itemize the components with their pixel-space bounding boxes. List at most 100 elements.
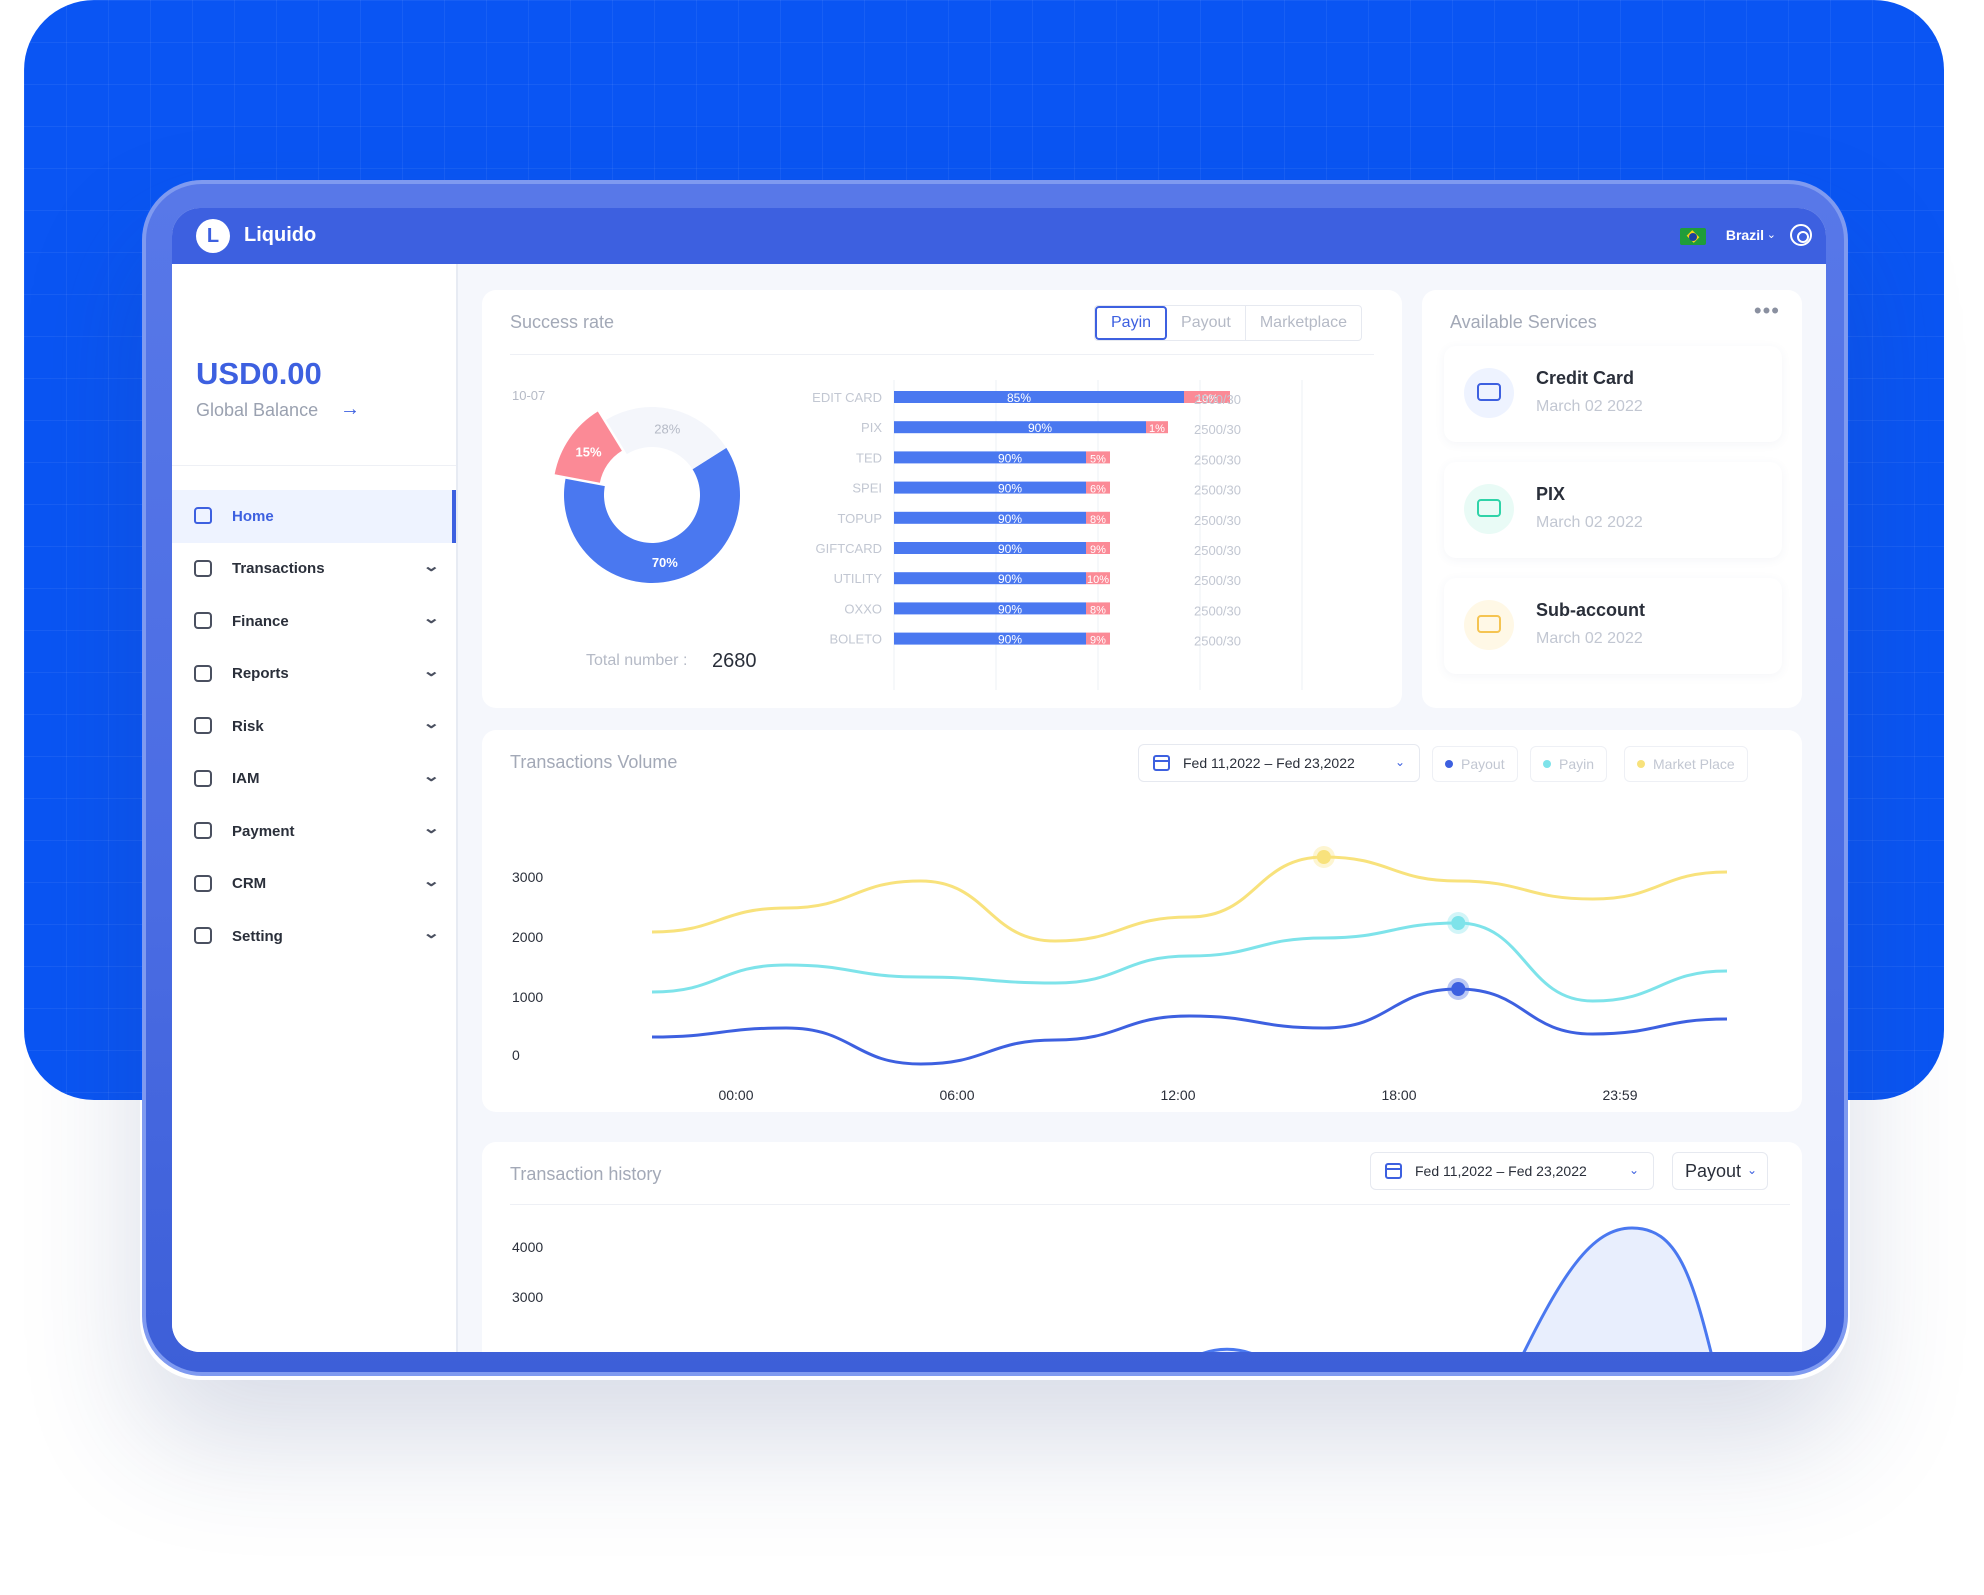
sidebar-item-iam[interactable]: IAM ⌄ bbox=[172, 753, 456, 806]
bar-value-label: 9% bbox=[1090, 544, 1106, 556]
country-selector[interactable]: Brazil bbox=[1725, 227, 1764, 243]
series-line[interactable] bbox=[651, 855, 1728, 943]
x-tick-label: 12:00 bbox=[1160, 1087, 1195, 1103]
global-balance-value: USD0.00 bbox=[196, 356, 322, 391]
bar-segment-fail[interactable] bbox=[1086, 602, 1110, 615]
service-icon-bg bbox=[1464, 368, 1514, 418]
sidebar-item-payment[interactable]: Payment ⌄ bbox=[172, 805, 456, 858]
series-line[interactable] bbox=[651, 987, 1728, 1066]
history-date-range[interactable]: Fed 11,2022 – Fed 23,2022 ⌄ bbox=[1370, 1152, 1654, 1190]
service-date: March 02 2022 bbox=[1536, 398, 1643, 415]
bar-segment-fail[interactable] bbox=[1086, 511, 1110, 524]
bar-segment-fail[interactable] bbox=[1184, 391, 1230, 403]
service-pix[interactable]: PIX March 02 2022 bbox=[1444, 462, 1782, 558]
donut-slice[interactable] bbox=[605, 407, 727, 470]
sidebar-item-finance[interactable]: Finance ⌄ bbox=[172, 595, 456, 648]
service-icon-bg bbox=[1464, 484, 1514, 534]
sidebar-item-setting[interactable]: Setting ⌄ bbox=[172, 910, 456, 963]
app-name: Liquido bbox=[244, 224, 317, 246]
bar-segment-success[interactable] bbox=[894, 391, 1184, 403]
chevron-down-icon[interactable]: ⌄ bbox=[422, 820, 441, 837]
chevron-down-icon[interactable]: ⌄ bbox=[422, 610, 441, 627]
tab-payin[interactable]: Payin bbox=[1095, 306, 1168, 340]
bar-value-label: 90% bbox=[998, 482, 1022, 496]
tab-marketplace[interactable]: Marketplace bbox=[1259, 314, 1347, 331]
finance-icon bbox=[194, 612, 212, 629]
donut-slice-label: 28% bbox=[654, 422, 680, 437]
chevron-down-icon[interactable]: ⌄ bbox=[422, 872, 441, 890]
bar-segment-success[interactable] bbox=[894, 542, 1086, 554]
highlight-point[interactable] bbox=[1451, 916, 1466, 930]
bar-right-label: 2500/30 bbox=[1194, 513, 1241, 528]
bar-segment-success[interactable] bbox=[894, 421, 1146, 434]
more-icon[interactable]: ••• bbox=[1753, 298, 1780, 323]
legend-label: Payout bbox=[1461, 756, 1505, 772]
donut-slice-label: 15% bbox=[576, 444, 602, 459]
area-series[interactable] bbox=[1172, 1347, 1282, 1352]
chevron-down-icon: ⌄ bbox=[1746, 1163, 1757, 1177]
bar-value-label: 10% bbox=[1087, 574, 1109, 586]
x-tick-label: 06:00 bbox=[939, 1087, 974, 1103]
y-tick-label: 3000 bbox=[512, 869, 543, 885]
wallet-icon bbox=[1477, 499, 1501, 517]
global-balance-label[interactable]: Global Balance bbox=[196, 400, 319, 420]
chevron-down-icon[interactable]: ⌄ bbox=[422, 715, 441, 732]
chevron-down-icon[interactable]: ⌄ bbox=[422, 767, 441, 785]
service-credit-card[interactable]: Credit Card March 02 2022 bbox=[1444, 346, 1782, 442]
bar-segment-success[interactable] bbox=[894, 632, 1086, 645]
gear-icon[interactable] bbox=[1790, 224, 1812, 246]
bar-segment-fail[interactable] bbox=[1086, 572, 1110, 585]
chevron-down-icon[interactable]: ⌄ bbox=[1766, 229, 1776, 241]
bar-value-label: 90% bbox=[998, 633, 1022, 647]
highlight-point[interactable] bbox=[1451, 982, 1466, 996]
sidebar-item-risk[interactable]: Risk ⌄ bbox=[172, 700, 456, 753]
legend-payin[interactable]: Payin bbox=[1530, 746, 1608, 782]
bar-segment-success[interactable] bbox=[894, 511, 1086, 524]
area-series[interactable] bbox=[1512, 1226, 1717, 1352]
bar-category-label: BOLETO bbox=[829, 632, 882, 647]
payment-icon bbox=[194, 822, 212, 839]
service-sub-account[interactable]: Sub-account March 02 2022 bbox=[1444, 578, 1782, 674]
bar-segment-fail[interactable] bbox=[1086, 481, 1110, 494]
bar-value-label: 6% bbox=[1090, 484, 1106, 496]
bar-value-label: 10% bbox=[1196, 393, 1218, 405]
history-type-select[interactable]: Payout ⌄ bbox=[1672, 1152, 1768, 1190]
highlight-point[interactable] bbox=[1316, 850, 1331, 864]
bar-right-label: 2500/30 bbox=[1194, 392, 1241, 407]
x-tick-label: 18:00 bbox=[1381, 1087, 1416, 1103]
bar-value-label: 90% bbox=[998, 451, 1022, 465]
bar-segment-fail[interactable] bbox=[1146, 421, 1168, 434]
bar-segment-fail[interactable] bbox=[1086, 542, 1110, 554]
total-number-value: 2680 bbox=[712, 650, 757, 672]
bar-right-label: 2500/30 bbox=[1194, 573, 1241, 588]
bar-category-label: UTILITY bbox=[834, 571, 883, 586]
credit-card-icon bbox=[1477, 383, 1501, 401]
total-number-label: Total number : bbox=[586, 652, 688, 669]
y-tick-label: 3000 bbox=[512, 1289, 543, 1305]
sidebar-item-transactions[interactable]: Transactions ⌄ bbox=[172, 543, 456, 596]
bar-segment-fail[interactable] bbox=[1086, 632, 1110, 645]
legend-payout[interactable]: Payout bbox=[1432, 746, 1518, 782]
donut-slice[interactable] bbox=[554, 411, 622, 483]
sidebar-item-home[interactable]: Home bbox=[172, 490, 456, 543]
tab-payout[interactable]: Payout bbox=[1167, 306, 1246, 340]
chevron-down-icon[interactable]: ⌄ bbox=[422, 662, 441, 680]
sidebar-item-reports[interactable]: Reports ⌄ bbox=[172, 648, 456, 701]
chevron-down-icon[interactable]: ⌄ bbox=[422, 925, 441, 942]
arrow-right-icon[interactable]: → bbox=[340, 398, 360, 420]
bar-segment-fail[interactable] bbox=[1086, 451, 1110, 464]
bar-segment-success[interactable] bbox=[894, 602, 1086, 615]
chevron-down-icon[interactable]: ⌄ bbox=[422, 557, 441, 575]
series-line[interactable] bbox=[651, 921, 1728, 1003]
bar-segment-success[interactable] bbox=[894, 451, 1086, 464]
volume-title: Transactions Volume bbox=[510, 752, 678, 772]
bar-value-label: 90% bbox=[998, 602, 1022, 616]
sidebar-item-label: CRM bbox=[232, 875, 267, 893]
donut-slice[interactable] bbox=[564, 447, 740, 583]
sidebar-item-crm[interactable]: CRM ⌄ bbox=[172, 858, 456, 911]
legend-market-place[interactable]: Market Place bbox=[1624, 746, 1748, 782]
volume-date-range[interactable]: Fed 11,2022 – Fed 23,2022 ⌄ bbox=[1138, 744, 1420, 782]
bar-segment-success[interactable] bbox=[894, 481, 1086, 494]
bar-segment-success[interactable] bbox=[894, 572, 1086, 585]
history-title: Transaction history bbox=[510, 1164, 662, 1184]
